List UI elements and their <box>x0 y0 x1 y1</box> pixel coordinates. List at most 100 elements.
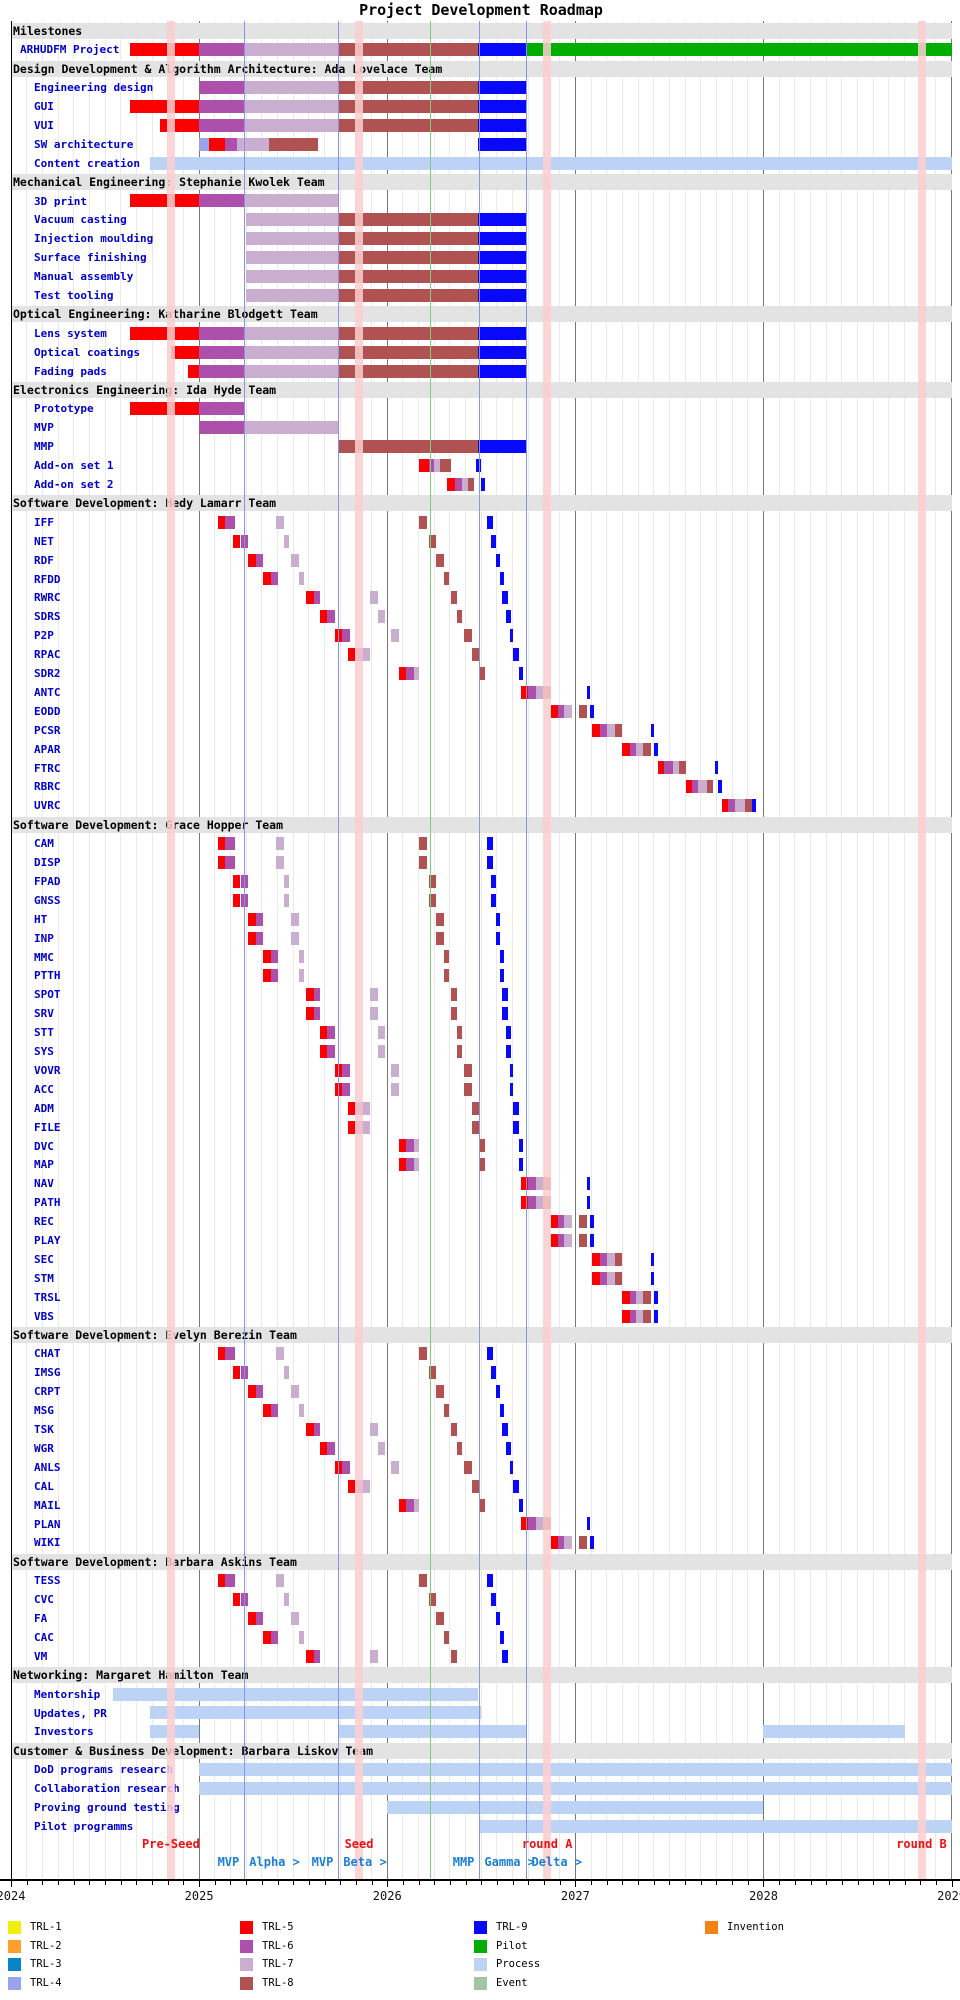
section-header <box>11 1327 952 1343</box>
axis-tick <box>794 1880 796 1885</box>
axis-tick <box>246 1880 248 1885</box>
gantt-bar <box>244 43 339 57</box>
gantt-bar <box>398 1139 407 1153</box>
gantt-bar <box>270 1630 279 1644</box>
gantt-bar <box>501 1422 508 1436</box>
gantt-bar <box>528 1196 536 1210</box>
milestone-line-label: MVP <box>217 1855 240 1869</box>
gantt-bar <box>528 1177 536 1191</box>
gantt-bar <box>443 969 450 983</box>
gantt-bar <box>217 1574 226 1588</box>
axis-tick <box>402 1880 404 1885</box>
gantt-bar <box>599 1271 608 1285</box>
gantt-bar <box>520 685 529 699</box>
trl-1-legend-swatch <box>8 1921 21 1934</box>
grid-line-minor <box>904 21 906 1879</box>
task-row-label: HT <box>34 912 48 926</box>
gantt-bar <box>263 950 271 964</box>
axis-tick <box>622 1880 624 1885</box>
grid-line-minor <box>810 21 811 1879</box>
axis-tick <box>763 1880 765 1887</box>
section-header <box>11 1553 952 1570</box>
gantt-bar <box>513 648 519 661</box>
gantt-bar <box>501 591 508 605</box>
gantt-bar <box>244 118 339 132</box>
gantt-bar <box>518 666 523 680</box>
legend-label: Pilot <box>496 1940 528 1952</box>
gantt-bar <box>268 137 318 151</box>
trl-2-legend-swatch <box>8 1940 21 1953</box>
gantt-bar <box>752 799 756 813</box>
gantt-bar <box>225 837 235 850</box>
task-row-label: VM <box>34 1649 48 1663</box>
grid-line-major <box>951 21 953 1879</box>
gantt-bar <box>276 1574 284 1588</box>
grid-line-minor <box>292 21 294 1879</box>
task-row-label: Add-on set 2 <box>34 478 114 491</box>
grid-line-minor <box>57 21 59 1879</box>
gantt-bar <box>528 685 536 699</box>
task-row-label: Surface finishing <box>34 251 147 265</box>
gantt-bar <box>419 515 427 529</box>
gantt-bar <box>513 1120 519 1134</box>
axis-tick <box>261 1880 263 1885</box>
axis-tick <box>199 1880 201 1887</box>
axis-tick <box>732 1880 734 1885</box>
axis-tick <box>214 1880 216 1885</box>
task-row-label: CRPT <box>34 1385 61 1399</box>
gantt-bar <box>496 553 501 567</box>
axis-tick <box>42 1880 44 1885</box>
gantt-bar <box>658 761 664 775</box>
gantt-bar <box>413 1139 420 1153</box>
gantt-bar <box>718 780 723 794</box>
grid-line-minor <box>88 21 90 1879</box>
gantt-bar <box>232 893 241 907</box>
gantt-bar <box>481 477 486 491</box>
gantt-bar <box>199 421 245 435</box>
grid-line-minor <box>747 21 749 1879</box>
gantt-bar <box>454 477 463 491</box>
axis-tick <box>496 1880 498 1885</box>
axis-tick <box>935 1880 937 1885</box>
gantt-bar <box>199 326 245 340</box>
gantt-bar <box>150 1706 482 1720</box>
gantt-bar <box>456 1441 463 1455</box>
gantt-bar <box>486 855 493 869</box>
gantt-bar <box>496 931 501 945</box>
task-row-label: Updates, PR <box>34 1706 107 1720</box>
gantt-bar <box>443 1404 450 1417</box>
gantt-bar <box>270 1404 279 1417</box>
axis-tick <box>544 1880 545 1885</box>
gantt-bar <box>564 704 572 718</box>
gantt-bar <box>338 81 478 94</box>
gantt-bar <box>564 1215 572 1228</box>
gantt-bar <box>342 1460 350 1474</box>
gantt-bar <box>263 572 271 586</box>
gantt-bar <box>413 666 420 680</box>
grid-line-minor <box>308 21 310 1879</box>
task-row-label: GUI <box>34 100 54 113</box>
grid-line-minor <box>888 21 890 1879</box>
gantt-bar <box>486 1574 493 1588</box>
gantt-bar <box>629 742 636 756</box>
task-row-label: CAC <box>34 1630 54 1644</box>
gantt-bar <box>313 591 320 605</box>
gantt-bar <box>505 610 512 624</box>
gantt-bar <box>291 1611 299 1625</box>
gantt-bar <box>436 931 444 945</box>
gantt-bar <box>477 251 527 265</box>
gantt-bar <box>643 1309 651 1323</box>
gantt-bar <box>500 950 504 964</box>
gantt-bar <box>464 629 472 643</box>
grid-line-minor <box>778 21 780 1879</box>
task-row-label: EODD <box>34 704 61 718</box>
task-row-label: MAP <box>34 1158 54 1172</box>
gantt-bar <box>362 1120 371 1134</box>
gantt-bar <box>248 931 256 945</box>
task-row-label: VUI <box>34 118 54 132</box>
gantt-bar <box>635 1309 644 1323</box>
gantt-bar <box>406 1498 414 1512</box>
gantt-bar <box>550 704 559 718</box>
